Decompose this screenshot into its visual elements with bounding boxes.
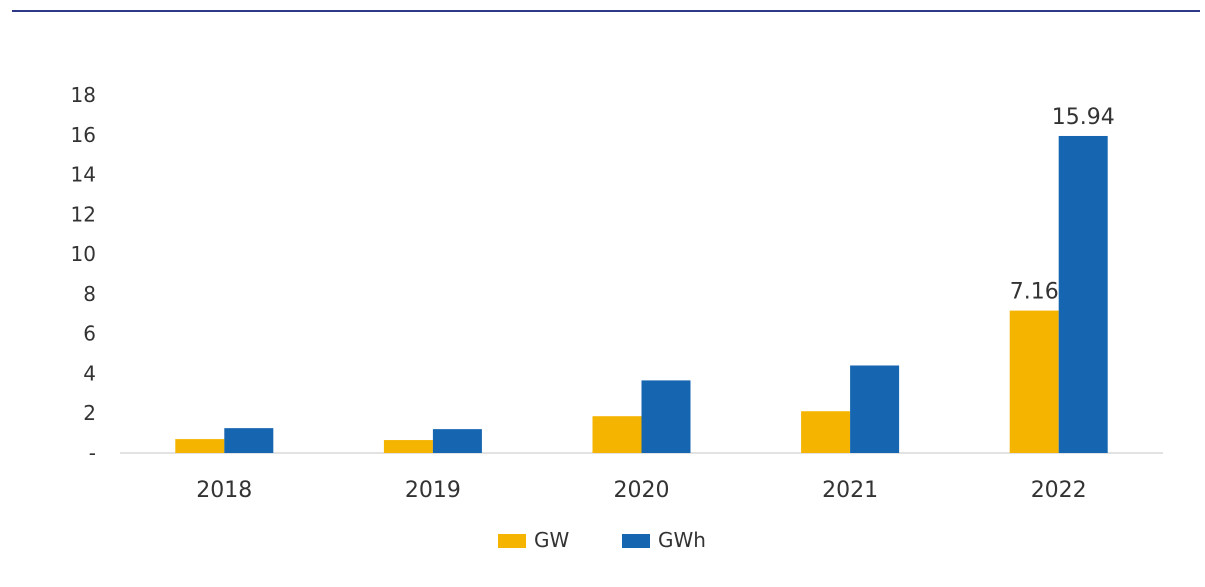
legend-label: GWh [658,528,706,552]
bar-gw-2021 [801,411,851,453]
bar-gw-2018 [175,439,225,453]
bar-gw-2022 [1009,310,1059,453]
y-tick-label: 14 [71,163,96,187]
data-label: 15.94 [1052,105,1115,130]
bar-gwh-2019 [432,429,482,453]
legend-swatch-gw [498,534,526,548]
x-tick-label: 2020 [614,478,670,503]
y-tick-label: 18 [71,83,96,107]
data-label: 7.16 [1010,280,1059,305]
x-tick-label: 2018 [196,478,252,503]
legend-swatch-gwh [622,534,650,548]
y-tick-label: 16 [71,123,96,147]
y-tick-label: 12 [71,202,96,226]
bar-gwh-2018 [224,428,274,453]
bar-gwh-2020 [641,380,691,453]
x-tick-label: 2022 [1031,478,1087,503]
bar-gw-2019 [383,440,433,453]
bar-gwh-2022 [1058,135,1108,453]
legend-label: GW [534,528,569,552]
y-tick-label: 4 [83,361,96,385]
bar-gwh-2021 [850,365,900,453]
y-tick-label: 2 [83,401,96,425]
x-tick-label: 2021 [822,478,878,503]
x-tick-label: 2019 [405,478,461,503]
y-tick-label: 6 [83,322,96,346]
bar-gw-2020 [592,416,642,453]
y-tick-label: 8 [83,282,96,306]
y-tick-label: - [89,441,96,465]
y-tick-label: 10 [71,242,96,266]
